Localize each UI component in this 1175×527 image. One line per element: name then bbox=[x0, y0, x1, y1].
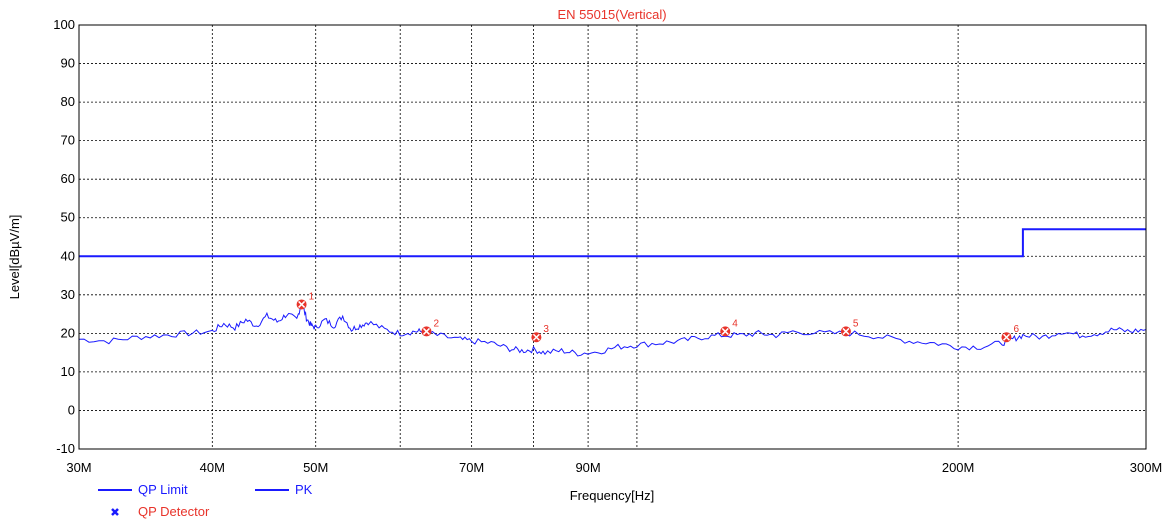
plot-frame bbox=[78, 24, 1147, 450]
y-axis-label: Level[dBµV/m] bbox=[7, 215, 22, 300]
legend: QP Limit PK QP Detector bbox=[98, 482, 313, 519]
series: 1 2 3 4 5 6 bbox=[78, 228, 1147, 357]
qp-marker bbox=[720, 326, 731, 337]
qp-marker-label: 6 bbox=[1013, 324, 1019, 335]
qp-marker bbox=[531, 332, 542, 343]
y-tick-label: -10 bbox=[56, 441, 75, 456]
y-tick-label: 100 bbox=[53, 17, 75, 32]
qp-marker-cross bbox=[422, 327, 431, 335]
x-tick-label: 30M bbox=[66, 460, 91, 475]
qp-marker-label: 4 bbox=[732, 318, 738, 329]
y-tick-label: 20 bbox=[61, 325, 75, 340]
y-tick-label: 90 bbox=[61, 56, 75, 71]
legend-label: PK bbox=[295, 482, 313, 497]
x-tick-label: 40M bbox=[200, 460, 225, 475]
qp-marker bbox=[840, 326, 851, 337]
qp-marker bbox=[1001, 332, 1012, 343]
x-tick-label: 70M bbox=[459, 460, 484, 475]
qp-marker-label: 2 bbox=[433, 318, 439, 329]
qp-marker-cross bbox=[1002, 333, 1011, 341]
x-tick-label: 200M bbox=[942, 460, 975, 475]
pk-trace bbox=[78, 303, 1147, 357]
qp-marker-label: 5 bbox=[853, 318, 859, 329]
qp-marker bbox=[421, 326, 432, 337]
qp-marker-cross bbox=[532, 333, 540, 341]
chart-title: EN 55015(Vertical) bbox=[557, 7, 666, 22]
qp-limit-line bbox=[79, 228, 1146, 258]
y-tick-label: 10 bbox=[61, 364, 75, 379]
qp-marker bbox=[296, 299, 307, 310]
qp-marker-cross bbox=[721, 327, 729, 335]
qp-marker-label: 1 bbox=[309, 291, 315, 302]
y-tick-label: 80 bbox=[61, 94, 75, 109]
x-tick-label: 300M bbox=[1130, 460, 1163, 475]
x-tick-label: 90M bbox=[575, 460, 600, 475]
legend-label: QP Limit bbox=[138, 482, 188, 497]
qp-marker-cross bbox=[842, 327, 850, 335]
y-tick-label: 70 bbox=[61, 133, 75, 148]
grid bbox=[79, 25, 1146, 449]
qp-marker-cross bbox=[298, 300, 306, 308]
legend-marker-swatch bbox=[111, 508, 119, 516]
legend-label: QP Detector bbox=[138, 504, 210, 519]
y-tick-label: 40 bbox=[61, 248, 75, 263]
qp-marker-label: 3 bbox=[543, 324, 549, 335]
y-tick-label: 0 bbox=[68, 402, 75, 417]
y-tick-label: 50 bbox=[61, 210, 75, 225]
y-tick-label: 60 bbox=[61, 171, 75, 186]
y-tick-label: 30 bbox=[61, 287, 75, 302]
x-axis-label: Frequency[Hz] bbox=[570, 488, 655, 503]
ticks: -10 0 10 20 30 40 50 60 70 80 90 100 30M 40M 50M 70M 90M… bbox=[53, 17, 1162, 475]
x-tick-label: 50M bbox=[303, 460, 328, 475]
